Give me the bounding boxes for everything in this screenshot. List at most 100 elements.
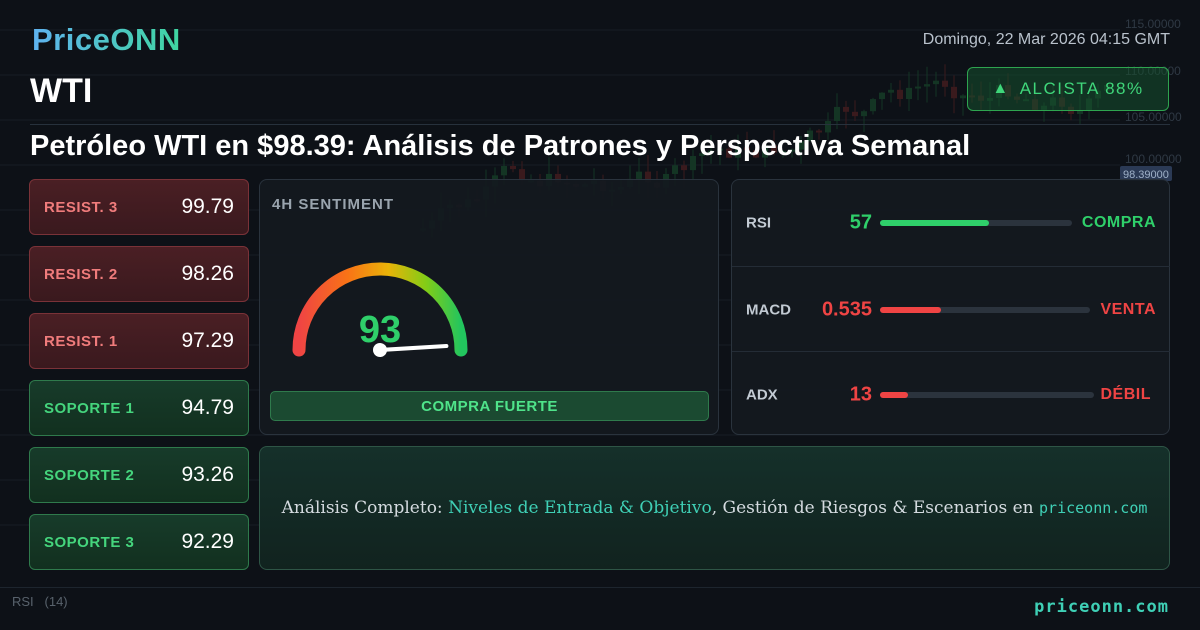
trend-label: ALCISTA 88%	[1019, 79, 1144, 98]
candle-body	[753, 150, 759, 158]
rsi-pane-period: (14)	[44, 594, 68, 609]
candle-body	[807, 130, 813, 142]
rsi-pane-name: RSI	[12, 594, 34, 609]
indicator-name: MACD	[746, 301, 791, 318]
candle-body	[933, 80, 939, 85]
candle-body	[816, 130, 822, 133]
level-label: SOPORTE 2	[44, 466, 135, 484]
cta-highlight[interactable]: Niveles de Entrada & Objetivo	[448, 498, 712, 518]
candle-body	[888, 89, 894, 93]
indicator-bar	[880, 391, 1094, 398]
indicator-bar-fill	[880, 220, 990, 226]
candle-body	[672, 165, 678, 174]
candle-body	[798, 141, 804, 150]
candle-body	[789, 149, 795, 152]
candle-body	[870, 99, 876, 112]
candle-body	[735, 147, 741, 158]
level-resistance-1: RESIST. 1 97.29	[29, 313, 249, 369]
brand-logo: PriceONN	[32, 22, 181, 57]
trend-badge: ▲ ALCISTA 88%	[967, 67, 1169, 111]
indicator-value: 0.535	[821, 298, 872, 320]
price-axis-tick: 115.00000	[1125, 17, 1181, 31]
indicator-name: ADX	[746, 386, 778, 403]
candle-body	[843, 106, 849, 112]
indicator-row-rsi: RSI 57 COMPRA	[732, 180, 1170, 266]
cta-text: Análisis Completo: Niveles de Entrada & …	[260, 498, 1169, 518]
indicator-signal: VENTA	[1100, 300, 1156, 318]
level-support-3: SOPORTE 3 92.29	[29, 514, 249, 570]
header-divider	[30, 124, 1170, 125]
indicator-bar	[880, 306, 1090, 313]
candle-body	[555, 173, 561, 183]
current-price-tag	[1120, 166, 1172, 181]
level-value: 99.79	[181, 195, 234, 218]
candle-body	[708, 150, 714, 154]
candle-body	[762, 145, 768, 158]
candle-body	[960, 95, 966, 99]
indicator-bar-fill	[880, 391, 908, 398]
candle-body	[879, 92, 885, 100]
timestamp: Domingo, 22 Mar 2026 04:15 GMT	[922, 31, 1170, 48]
candle-body	[690, 156, 696, 171]
sentiment-gauge: 93	[292, 262, 468, 357]
candle-body	[699, 153, 705, 157]
candle-body	[906, 87, 912, 100]
sentiment-signal-badge: COMPRA FUERTE	[270, 391, 709, 421]
indicator-value: 57	[849, 211, 872, 234]
gauge-arc	[292, 262, 468, 357]
level-value: 92.29	[181, 530, 234, 553]
candle-body	[915, 86, 921, 89]
indicator-signal: COMPRA	[1081, 214, 1156, 231]
candle-body	[924, 84, 930, 87]
footer-site-link[interactable]: priceonn.com	[1034, 597, 1169, 617]
level-resistance-2: RESIST. 2 98.26	[29, 246, 249, 302]
candle-body	[744, 147, 750, 151]
sentiment-panel: 4H SENTIMENT 93 COMPRA FUERTE	[259, 179, 719, 435]
indicator-bar	[880, 220, 1072, 226]
candle-body	[942, 80, 948, 87]
level-label: SOPORTE 1	[44, 399, 135, 417]
level-value: 93.26	[181, 463, 234, 486]
candle-body	[1077, 110, 1083, 115]
candle-body	[681, 165, 687, 171]
price-axis-tick: 105.00000	[1125, 110, 1182, 124]
page-title: Petróleo WTI en $98.39: Análisis de Patr…	[30, 130, 971, 162]
candle-body	[951, 86, 957, 99]
indicator-bar-fill	[880, 306, 941, 313]
level-label: RESIST. 2	[44, 265, 118, 283]
current-price-label: 98.39000	[1123, 169, 1169, 181]
indicator-name: RSI	[746, 214, 772, 232]
gauge-needle	[378, 344, 449, 352]
candle-body	[861, 111, 867, 117]
indicator-signal: DÉBIL	[1100, 385, 1151, 403]
price-axis-tick: 100.00000	[1125, 152, 1182, 166]
indicator-value: 13	[849, 383, 872, 405]
candle-body	[897, 89, 903, 100]
gauge-pivot	[373, 343, 387, 357]
candle-body	[510, 165, 516, 170]
level-support-1: SOPORTE 1 94.79	[29, 380, 249, 436]
level-value: 97.29	[181, 329, 234, 352]
rsi-pane-label: RSI (14)	[12, 594, 68, 609]
candle-body	[645, 171, 651, 183]
level-value: 98.26	[181, 262, 234, 285]
indicator-row-macd: MACD 0.535 VENTA	[732, 266, 1170, 352]
candle-body	[717, 148, 723, 151]
triangle-up-icon: ▲	[992, 80, 1010, 97]
cta-site-link[interactable]: priceonn.com	[1039, 499, 1148, 517]
level-resistance-3: RESIST. 3 99.79	[29, 179, 249, 235]
candle-body	[726, 148, 732, 158]
level-label: RESIST. 1	[44, 332, 118, 350]
level-label: SOPORTE 3	[44, 533, 135, 551]
analysis-cta[interactable]: Análisis Completo: Niveles de Entrada & …	[259, 446, 1170, 570]
sentiment-title: 4H SENTIMENT	[272, 196, 395, 213]
candle-body	[636, 171, 642, 179]
bottom-divider	[0, 587, 1200, 588]
level-value: 94.79	[181, 396, 234, 419]
ticker-symbol: WTI	[30, 72, 93, 110]
candle-body	[834, 106, 840, 121]
candle-body	[771, 145, 777, 153]
indicator-row-adx: ADX 13 DÉBIL	[732, 351, 1170, 437]
candle-body	[519, 169, 525, 181]
cta-middle: , Gestión de Riesgos & Escenarios en	[711, 498, 1040, 518]
